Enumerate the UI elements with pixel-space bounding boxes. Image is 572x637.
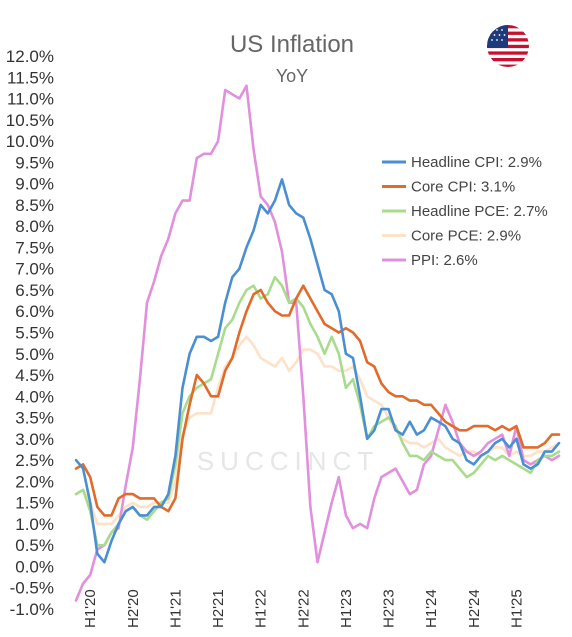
series-line bbox=[74, 284, 561, 517]
y-tick-label: 3.5% bbox=[15, 409, 54, 428]
chart-subtitle: YoY bbox=[276, 66, 308, 86]
y-tick-label: 0.0% bbox=[15, 557, 54, 576]
y-tick-label: 2.0% bbox=[15, 472, 54, 491]
y-tick-label: 4.0% bbox=[15, 387, 54, 406]
legend-label: Headline CPI: 2.9% bbox=[411, 154, 542, 171]
y-tick-label: 3.0% bbox=[15, 430, 54, 449]
legend-label: Headline PCE: 2.7% bbox=[411, 203, 548, 220]
y-tick-label: 6.5% bbox=[15, 281, 54, 300]
legend: Headline CPI: 2.9% Core CPI: 3.1% Headline… bbox=[382, 154, 548, 269]
x-tick-label: H1'23 bbox=[338, 589, 355, 628]
series-lines bbox=[74, 84, 561, 602]
x-tick-label: H2'21 bbox=[210, 589, 227, 628]
series-line bbox=[74, 275, 561, 547]
series-line bbox=[74, 335, 561, 526]
y-tick-label: 9.0% bbox=[15, 175, 54, 194]
chart-title: US Inflation bbox=[230, 31, 354, 58]
legend-label: Core CPI: 3.1% bbox=[411, 179, 515, 196]
x-tick-label: H1'25 bbox=[508, 589, 525, 628]
x-tick-label: H2'23 bbox=[381, 589, 398, 628]
y-tick-label: -0.5% bbox=[10, 579, 54, 598]
y-tick-label: 8.0% bbox=[15, 217, 54, 236]
y-tick-label: 10.0% bbox=[6, 132, 54, 151]
x-axis: H1'20 H2'20 H1'21 H2'21 H1'22 H2'22 H1'23 H2'23… bbox=[82, 589, 525, 628]
y-tick-label: -1.0% bbox=[10, 600, 54, 619]
y-tick-label: 12.0% bbox=[6, 47, 54, 66]
series-line bbox=[74, 84, 561, 602]
x-tick-label: H1'22 bbox=[253, 589, 270, 628]
y-tick-label: 1.5% bbox=[15, 494, 54, 513]
x-tick-label: H2'20 bbox=[125, 589, 142, 628]
y-tick-label: 11.0% bbox=[7, 90, 54, 109]
y-tick-label: 5.0% bbox=[15, 345, 54, 364]
y-tick-label: 2.5% bbox=[15, 451, 54, 470]
y-axis: 12.0% 11.5% 11.0% 10.5% 10.0% 9.5% 9.0% 8.5% 8.0… bbox=[6, 47, 54, 619]
y-tick-label: 8.5% bbox=[15, 196, 54, 215]
y-tick-label: 5.5% bbox=[15, 324, 54, 343]
y-tick-label: 9.5% bbox=[15, 153, 54, 172]
x-tick-label: H1'20 bbox=[82, 589, 99, 628]
y-tick-label: 7.0% bbox=[15, 260, 54, 279]
y-tick-label: 1.0% bbox=[15, 515, 54, 534]
y-tick-label: 4.5% bbox=[15, 366, 54, 385]
x-tick-label: H1'24 bbox=[423, 589, 440, 628]
y-tick-label: 7.5% bbox=[15, 238, 54, 257]
series-line bbox=[74, 178, 561, 564]
y-tick-label: 10.5% bbox=[6, 111, 54, 130]
x-tick-label: H2'22 bbox=[295, 589, 312, 628]
x-tick-label: H1'21 bbox=[167, 589, 184, 628]
us-flag-icon bbox=[487, 25, 529, 67]
watermark: SUCCINCT bbox=[197, 446, 379, 476]
x-tick-label: H2'24 bbox=[466, 589, 483, 628]
y-tick-label: 0.5% bbox=[15, 536, 54, 555]
y-tick-label: 11.5% bbox=[7, 68, 54, 87]
legend-label: PPI: 2.6% bbox=[411, 252, 478, 269]
y-tick-label: 6.0% bbox=[15, 302, 54, 321]
legend-label: Core PCE: 2.9% bbox=[411, 228, 521, 245]
